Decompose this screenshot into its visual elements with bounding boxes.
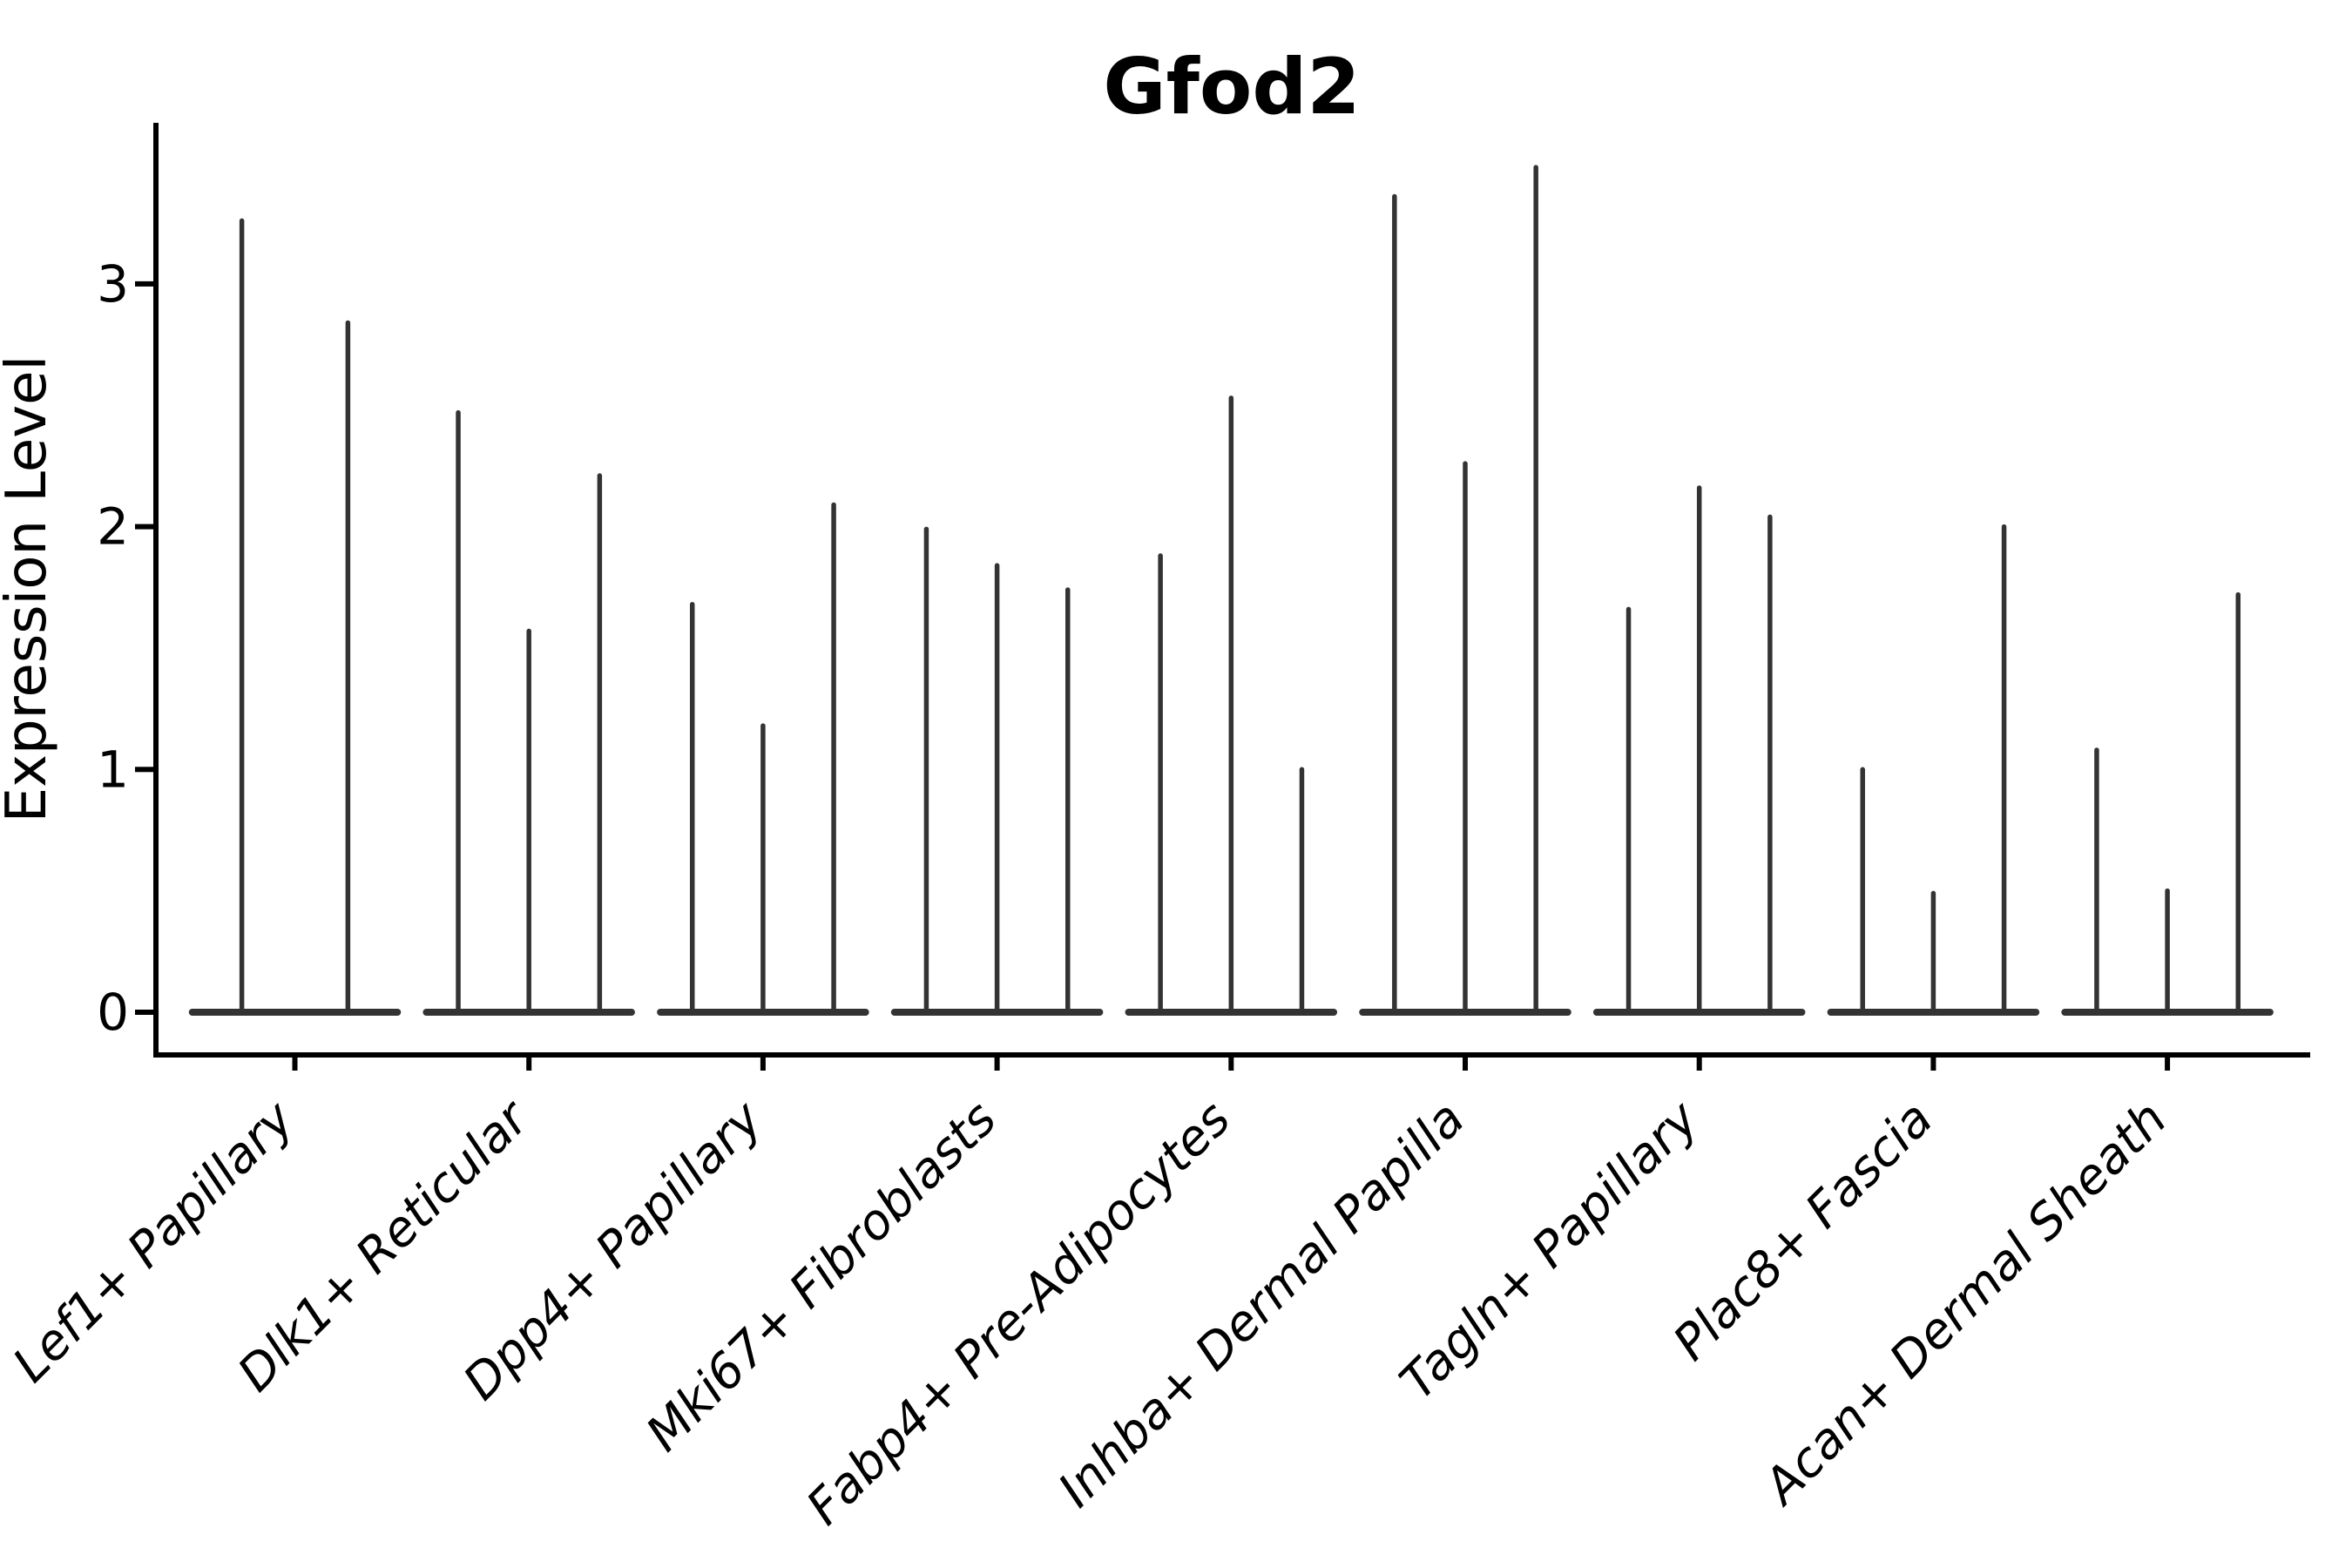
violin-spike xyxy=(1065,587,1071,1012)
violin-spike xyxy=(456,409,461,1013)
y-axis-label: Expression Level xyxy=(0,355,59,823)
y-tick xyxy=(135,524,153,530)
x-category-label: Acan+ Dermal Sheath xyxy=(1752,1091,2178,1517)
x-tick xyxy=(2165,1055,2171,1071)
y-tick-label: 0 xyxy=(97,983,129,1042)
x-tick xyxy=(994,1055,1000,1071)
violin-spike xyxy=(1158,553,1163,1012)
x-tick xyxy=(1463,1055,1468,1071)
violin-spike xyxy=(1860,767,1865,1012)
violin-spike xyxy=(1228,395,1234,1012)
violin-spike xyxy=(2165,888,2170,1012)
violin-baseline xyxy=(188,1009,402,1016)
x-category-label: Inhba+ Dermal Papilla xyxy=(1048,1091,1476,1518)
violin-spike xyxy=(2094,747,2099,1012)
violin-spike xyxy=(597,473,603,1012)
x-tick xyxy=(1696,1055,1702,1071)
violin-spike xyxy=(1696,485,1702,1012)
violin-spike xyxy=(1463,461,1468,1012)
violin-spike xyxy=(1767,514,1773,1012)
violin-spike xyxy=(1625,606,1632,1012)
x-tick xyxy=(1930,1055,1936,1071)
violin-spike xyxy=(760,723,766,1012)
violin-spike xyxy=(239,218,245,1012)
violin-spike xyxy=(1392,193,1397,1012)
x-category-label: Fabp4+ Pre-Adipocytes xyxy=(796,1091,1241,1536)
y-tick-label: 2 xyxy=(97,497,129,557)
y-tick xyxy=(135,280,153,287)
violin-spike xyxy=(526,628,531,1012)
y-axis-spine xyxy=(153,123,159,1058)
y-tick xyxy=(135,1010,153,1015)
violin-spike xyxy=(994,563,1000,1012)
violin-spike xyxy=(923,526,929,1012)
violin-spike xyxy=(1930,890,1936,1012)
violin-spike xyxy=(831,502,836,1012)
y-tick xyxy=(135,767,153,773)
violin-spike xyxy=(2001,524,2007,1012)
y-tick-label: 1 xyxy=(97,740,129,799)
violin-spike xyxy=(1533,165,1538,1012)
x-tick xyxy=(1228,1055,1234,1071)
violin-spike xyxy=(1299,767,1305,1012)
y-tick-label: 3 xyxy=(97,254,129,314)
chart-title: Gfod2 xyxy=(1103,42,1360,132)
violin-spike xyxy=(2235,591,2241,1012)
x-tick xyxy=(526,1055,532,1071)
violin-spike xyxy=(345,320,351,1013)
x-tick xyxy=(760,1055,766,1071)
x-tick xyxy=(292,1055,298,1071)
violin-spike xyxy=(689,601,695,1012)
